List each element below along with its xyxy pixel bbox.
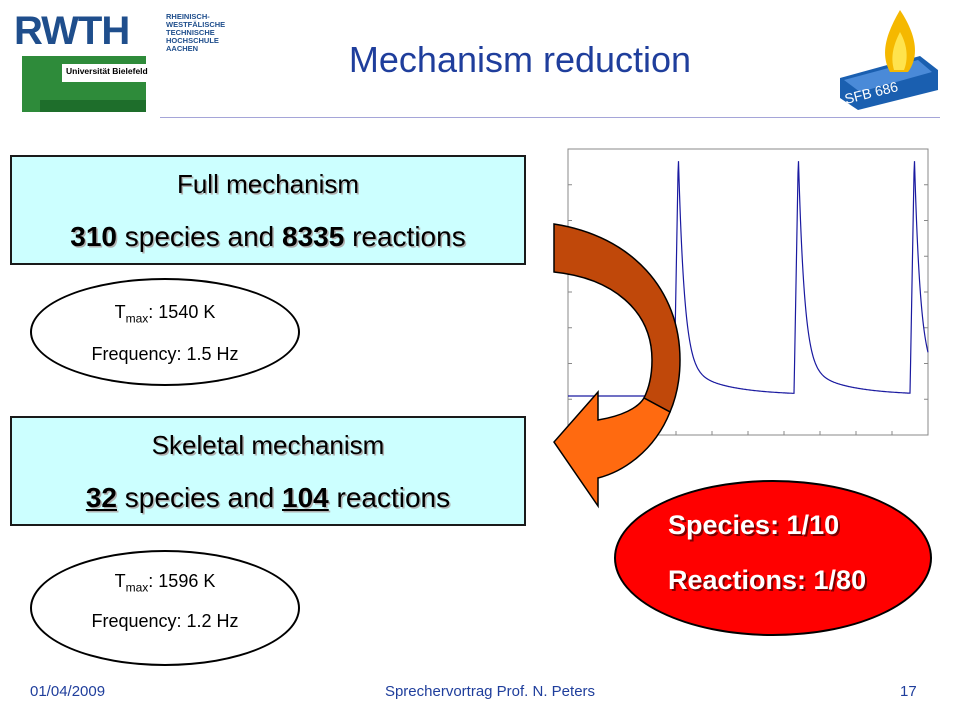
rwth-line: WESTFÄLISCHE — [166, 20, 226, 29]
full-mechanism-counts: 310 species and 8335 reactions — [12, 221, 524, 253]
full-tmax-subscript: max — [125, 311, 149, 326]
full-tmax-label: T — [114, 302, 126, 322]
skeletal-frequency: Frequency: 1.2 Hz — [91, 611, 239, 631]
rwth-logo-word: RWTH — [14, 9, 130, 53]
full-mechanism-properties: Tmax: 1540 K Frequency: 1.5 Hz — [30, 278, 300, 386]
skeletal-tmax-label: T — [114, 571, 126, 591]
skeletal-tmax-value: : 1596 K — [148, 571, 216, 591]
rwth-line: AACHEN — [166, 44, 199, 53]
bielefeld-logo-bar — [40, 100, 146, 112]
full-reactions-count: 8335 — [282, 221, 345, 252]
rwth-logo-subtitle: RHEINISCH- WESTFÄLISCHE TECHNISCHE HOCHS… — [166, 13, 225, 53]
rwth-line: RHEINISCH- — [166, 12, 210, 21]
skeletal-mechanism-properties: Tmax: 1596 K Frequency: 1.2 Hz — [30, 550, 300, 666]
full-tmax: Tmax: 1540 K — [32, 302, 298, 326]
full-frequency: Frequency: 1.5 Hz — [91, 344, 239, 364]
skeletal-reactions-count: 104 — [282, 482, 329, 513]
reactions-ratio: Reactions: 1/80 — [668, 565, 867, 595]
rwth-logo: RWTH RHEINISCH- WESTFÄLISCHE TECHNISCHE … — [14, 9, 234, 53]
reduction-arrow-icon — [553, 223, 681, 509]
sfb-logo: SFB 686 — [840, 10, 938, 110]
rwth-line: HOCHSCHULE — [166, 36, 219, 45]
skeletal-mechanism-heading: Skeletal mechanism — [151, 430, 385, 460]
skeletal-species-label: species and — [124, 482, 275, 513]
footer-presenter: Sprechervortrag Prof. N. Peters — [384, 683, 596, 700]
arrow-head — [553, 390, 671, 509]
bielefeld-logo-label: Universität Bielefeld — [64, 65, 150, 77]
temperature-trace — [568, 161, 929, 397]
skeletal-mechanism-box: Skeletal mechanism 32 species and 104 re… — [10, 416, 526, 526]
skeletal-reactions-label: reactions — [336, 482, 451, 513]
skeletal-tmax-subscript: max — [125, 580, 149, 595]
rwth-line: TECHNISCHE — [166, 28, 215, 37]
footer-date: 01/04/2009 — [30, 683, 106, 700]
full-species-label: species and — [124, 221, 275, 252]
arrow-upper-band — [553, 223, 681, 414]
page-number: 17 — [900, 683, 917, 700]
reduction-ratio-badge: Species: 1/10 Reactions: 1/80 — [614, 480, 932, 636]
full-tmax-value: : 1540 K — [148, 302, 216, 322]
title-divider — [160, 117, 940, 118]
full-species-count: 310 — [70, 221, 117, 252]
full-reactions-label: reactions — [352, 221, 466, 252]
skeletal-tmax: Tmax: 1596 K — [32, 571, 298, 595]
skeletal-species-count: 32 — [85, 482, 118, 513]
skeletal-mechanism-counts: 32 species and 104 reactions — [12, 482, 524, 514]
species-ratio: Species: 1/10 — [668, 510, 840, 540]
full-mechanism-box: Full mechanism 310 species and 8335 reac… — [10, 155, 526, 265]
full-mechanism-heading: Full mechanism — [176, 169, 360, 199]
slide-title: Mechanism reduction — [348, 39, 692, 80]
bielefeld-logo: Universität Bielefeld — [22, 56, 150, 112]
flame-inner-icon — [892, 32, 907, 70]
bielefeld-logo-bar — [22, 56, 146, 64]
